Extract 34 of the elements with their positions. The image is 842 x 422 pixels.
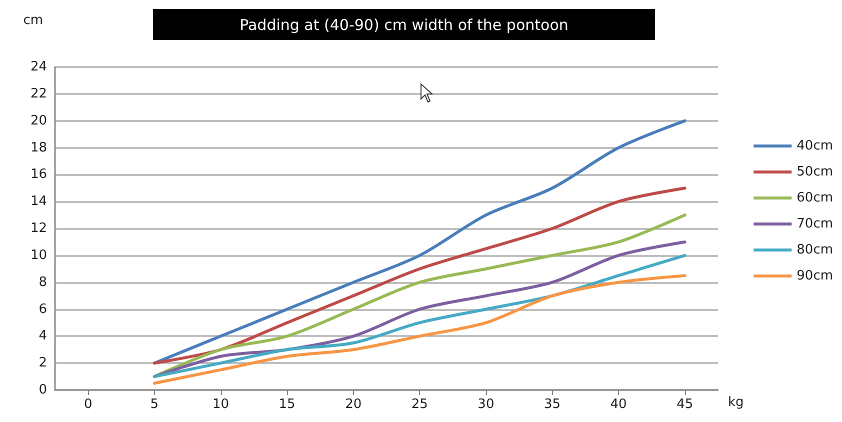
x-tick-label: 0 xyxy=(84,397,92,412)
legend-label: 50cm xyxy=(796,164,834,180)
legend-label: 40cm xyxy=(796,138,834,154)
y-tick-label: 22 xyxy=(30,86,47,102)
x-tick-label: 5 xyxy=(150,397,159,412)
y-tick-label: 16 xyxy=(30,167,47,182)
chart-title: Padding at (40-90) cm width of the pontoon xyxy=(153,9,655,40)
legend-label: 90cm xyxy=(796,268,834,284)
x-tick-label: 30 xyxy=(478,397,494,412)
x-tick-label: 20 xyxy=(345,397,362,412)
y-tick-label: 4 xyxy=(38,328,47,344)
x-tick-label: 15 xyxy=(278,397,296,412)
y-tick-label: 8 xyxy=(38,274,47,290)
x-tick-label: 10 xyxy=(212,397,230,412)
y-tick-label: 0 xyxy=(38,382,47,398)
line-series xyxy=(152,186,686,365)
y-tick-label: 6 xyxy=(38,302,47,317)
legend-label: 60cm xyxy=(796,190,834,206)
x-axis-title: kg xyxy=(728,395,744,410)
y-tick-label: 14 xyxy=(30,194,47,210)
y-tick-label: 24 xyxy=(30,60,47,74)
y-axis-title: cm xyxy=(23,13,43,28)
legend-label: 80cm xyxy=(796,242,834,258)
y-tick-label: 18 xyxy=(30,140,47,156)
line-series xyxy=(152,274,686,385)
x-tick-label: 40 xyxy=(610,397,627,412)
y-tick-label: 12 xyxy=(30,221,47,236)
x-tick-label: 25 xyxy=(411,397,428,412)
x-tick-label: 45 xyxy=(676,397,694,412)
y-tick-label: 10 xyxy=(30,248,47,263)
x-tick-label: 35 xyxy=(544,397,561,412)
y-tick-label: 2 xyxy=(38,356,47,371)
y-tick-label: 20 xyxy=(30,113,47,128)
legend-label: 70cm xyxy=(796,216,834,232)
